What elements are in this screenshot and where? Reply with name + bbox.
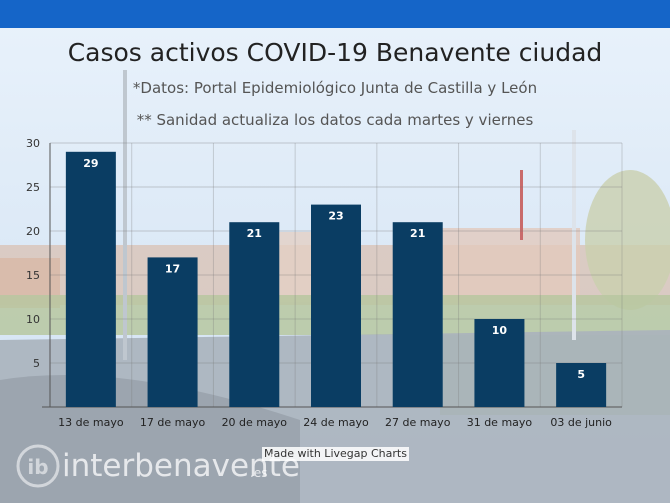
watermark-text: interbenavente xyxy=(62,448,300,484)
x-tick-label: 27 de mayo xyxy=(385,416,451,429)
bar-4[interactable] xyxy=(311,204,361,407)
y-tick-label: 15 xyxy=(26,269,40,282)
chart-title: Casos activos COVID-19 Benavente ciudad xyxy=(67,38,603,67)
data-labels: 29 17 21 23 21 10 5 xyxy=(83,157,585,381)
bars xyxy=(65,151,607,407)
credit-text[interactable]: Made with Livegap Charts xyxy=(262,447,409,461)
x-tick-label: 03 de junio xyxy=(550,416,612,429)
x-tick-label: 31 de mayo xyxy=(467,416,533,429)
bar-1[interactable] xyxy=(65,151,116,407)
bar-value-label: 21 xyxy=(247,227,262,240)
top-bar xyxy=(0,0,670,28)
chart-subtitle-update-note: ** Sanidad actualiza los datos cada mart… xyxy=(136,111,534,129)
bar-value-label: 10 xyxy=(492,324,508,337)
bar-value-label: 29 xyxy=(83,157,98,170)
x-tick-label: 20 de mayo xyxy=(222,416,288,429)
watermark-domain: .es xyxy=(250,466,268,480)
watermark-logo-letters: ib xyxy=(27,455,48,479)
bar-value-label: 5 xyxy=(577,368,585,381)
watermark-logo: ib xyxy=(16,444,60,488)
x-tick-label: 13 de mayo xyxy=(58,416,124,429)
x-tick-label: 17 de mayo xyxy=(140,416,206,429)
bar-value-label: 23 xyxy=(328,210,343,223)
chart-subtitle-source: *Datos: Portal Epidemiológico Junta de C… xyxy=(132,79,538,97)
bar-7[interactable] xyxy=(556,363,607,407)
x-tick-label: 24 de mayo xyxy=(303,416,369,429)
bar-value-label: 17 xyxy=(165,262,180,275)
bar-5[interactable] xyxy=(392,222,443,407)
axes: 5 10 15 20 25 30 13 de mayo 17 de mayo 20 de may… xyxy=(26,137,622,429)
bar-2[interactable] xyxy=(147,257,198,407)
bar-3[interactable] xyxy=(229,222,280,407)
bar-6[interactable] xyxy=(474,319,525,407)
y-tick-label: 30 xyxy=(26,137,40,150)
y-tick-label: 25 xyxy=(26,181,40,194)
y-tick-label: 10 xyxy=(26,313,40,326)
bar-value-label: 21 xyxy=(410,227,425,240)
y-tick-label: 5 xyxy=(33,357,40,370)
y-tick-label: 20 xyxy=(26,225,40,238)
